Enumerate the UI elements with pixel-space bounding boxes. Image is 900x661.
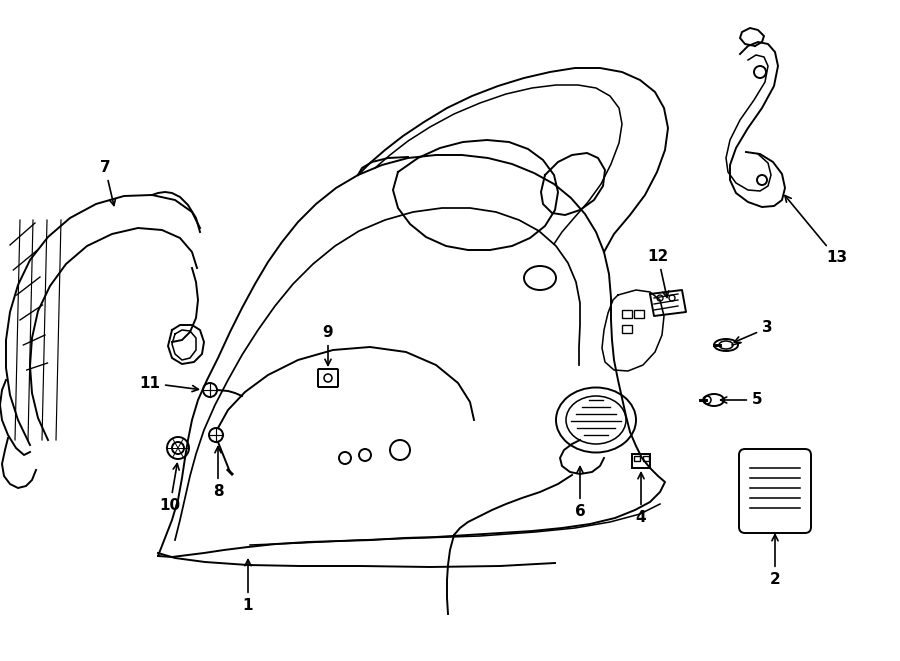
Text: 13: 13 [785,196,847,266]
Bar [622,310,632,318]
Bar [634,310,644,318]
Bar [632,454,650,468]
Bar [622,325,632,333]
Text: 10: 10 [159,463,181,513]
Text: 8: 8 [212,447,223,499]
Polygon shape [730,42,785,207]
Text: 12: 12 [647,249,669,297]
Text: 11: 11 [139,375,198,391]
Text: 6: 6 [574,467,585,519]
Bar [634,456,640,461]
Text: 3: 3 [734,321,772,342]
Text: 9: 9 [323,325,333,366]
Bar [643,456,649,461]
Text: 5: 5 [721,393,762,407]
Text: 1: 1 [243,560,253,613]
Text: 7: 7 [100,160,115,206]
Text: 4: 4 [635,473,646,525]
Text: 2: 2 [770,535,780,587]
